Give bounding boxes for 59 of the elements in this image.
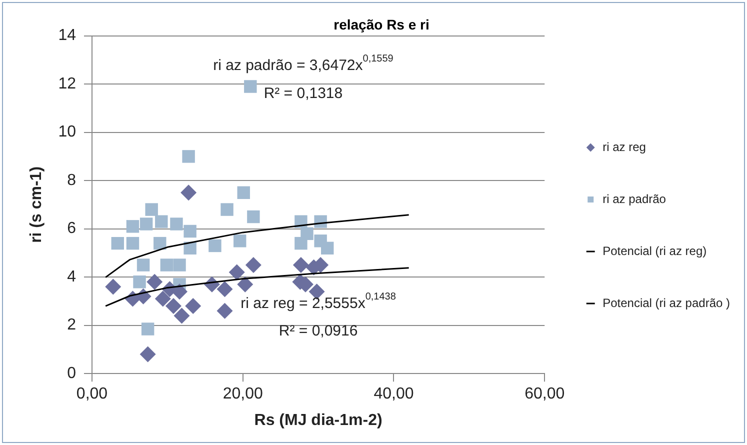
y-tick-label: 6 (67, 220, 76, 238)
point (111, 236, 124, 250)
point (185, 298, 202, 314)
legend-label: Potencial (ri az padrão ) (602, 296, 730, 310)
point (237, 276, 254, 292)
point (174, 308, 190, 324)
point (216, 302, 233, 319)
point (216, 281, 233, 298)
y-axis-title: ri (s cm-1) (28, 166, 46, 243)
y-tick-label: 2 (67, 316, 76, 334)
legend-label: ri az reg (602, 140, 646, 154)
x-axis-title: Rs (MJ dia-1m-2) (254, 412, 382, 429)
chart-title: relação Rs e ri (334, 16, 430, 32)
point (233, 234, 246, 248)
annotation: R² = 0,0916 (278, 322, 358, 340)
point (140, 218, 153, 230)
legend-label: Potencial (ri az reg) (602, 244, 707, 258)
point (154, 236, 166, 250)
point (314, 234, 327, 248)
point (172, 284, 188, 300)
y-tick-label: 8 (67, 172, 76, 189)
point (160, 258, 174, 272)
point (165, 298, 182, 314)
point (133, 276, 146, 288)
point (208, 239, 222, 252)
point (126, 236, 140, 250)
point (300, 227, 314, 240)
point (146, 274, 163, 290)
x-tick-label: 20,00 (222, 386, 263, 403)
point (247, 210, 260, 224)
point (154, 290, 171, 307)
point (184, 224, 196, 238)
x-tick-label: 40,00 (374, 386, 414, 403)
annotation: R² = 0,1318 (264, 84, 343, 102)
point (170, 218, 183, 230)
y-tick-label: 10 (58, 124, 76, 141)
point (141, 322, 154, 336)
legend-label: ri az padrão (602, 192, 666, 206)
y-tick-label: 14 (58, 27, 76, 44)
point (105, 278, 122, 295)
x-tick-label: 0,00 (76, 386, 108, 403)
x-tick-label: 60,00 (524, 386, 565, 403)
point (180, 184, 197, 201)
point (173, 258, 186, 272)
y-tick-label: 12 (58, 75, 76, 92)
point (237, 186, 250, 199)
point (136, 258, 150, 272)
y-tick-label: 0 (67, 365, 76, 382)
point (126, 220, 140, 233)
point (292, 257, 309, 274)
y-tick-label: 4 (67, 268, 76, 286)
point (145, 203, 158, 216)
point (140, 346, 156, 362)
point (245, 257, 262, 274)
point (155, 215, 168, 228)
point (228, 264, 245, 280)
point (182, 150, 195, 163)
point (220, 203, 234, 216)
point (244, 80, 257, 93)
